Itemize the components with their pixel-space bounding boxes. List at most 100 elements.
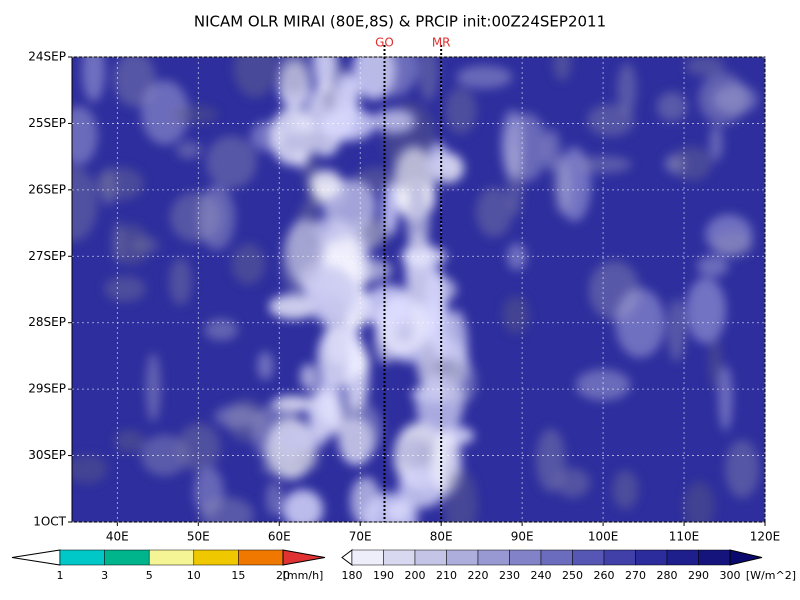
cloud-blob xyxy=(104,276,146,302)
cloud-blob xyxy=(320,107,376,141)
cloud-blob xyxy=(418,57,439,102)
colorbar-box xyxy=(635,549,668,566)
colorbar-box xyxy=(698,549,731,566)
cloud-blob xyxy=(145,352,161,422)
cloud-blob xyxy=(282,489,324,522)
cloud-blob xyxy=(141,434,189,476)
colorbar-box xyxy=(540,549,573,566)
colorbar-label: 280 xyxy=(657,569,678,582)
cloud-blob xyxy=(544,129,561,173)
y-tick-label: 30SEP xyxy=(28,448,66,462)
colorbar-label: 270 xyxy=(625,569,646,582)
cloud-blob xyxy=(615,288,665,358)
cloud-blob xyxy=(697,255,729,277)
colorbar-triangle xyxy=(11,549,61,566)
colorbar-box xyxy=(572,549,605,566)
cloud-blob xyxy=(205,135,257,189)
cloud-blob xyxy=(177,423,221,472)
cloud-blob xyxy=(713,84,758,114)
cloud-blob xyxy=(231,243,266,285)
colorbar-triangle xyxy=(341,549,353,566)
colorbar-label: 20 xyxy=(276,569,290,582)
cloud-blob xyxy=(718,365,733,432)
colorbar-label: 180 xyxy=(342,569,363,582)
colorbar-box xyxy=(414,549,447,566)
cloud-blob xyxy=(204,318,239,341)
cloud-blob xyxy=(130,236,160,255)
colorbar-label: 10 xyxy=(187,569,201,582)
colorbar-label: 240 xyxy=(531,569,552,582)
x-tick-label: 110E xyxy=(669,530,700,544)
colorbar-box xyxy=(351,549,384,566)
cloud-blob xyxy=(575,369,631,401)
cloud-blob xyxy=(312,57,337,93)
colorbar-box xyxy=(477,549,510,566)
cloud-blob xyxy=(366,57,419,97)
x-tick-label: 60E xyxy=(268,530,291,544)
cloud-blob xyxy=(169,257,192,306)
colorbar-label: 220 xyxy=(468,569,489,582)
cloud-blob xyxy=(198,185,235,251)
cloud-blob xyxy=(587,104,635,137)
cloud-blob xyxy=(214,405,259,428)
colorbar-box xyxy=(59,549,105,566)
cloud-blob xyxy=(335,400,383,459)
cloud-blob xyxy=(576,156,632,173)
cloud-blob xyxy=(713,232,753,258)
y-tick-label: 26SEP xyxy=(28,182,66,196)
cloud-blob xyxy=(456,65,513,89)
cloud-blob xyxy=(555,468,591,498)
y-tick-label: 24SEP xyxy=(28,50,66,64)
cloud-blob xyxy=(502,296,529,334)
y-tick-label: 1OCT xyxy=(33,515,66,529)
cloud-blob xyxy=(199,497,254,522)
colorbar-label: 5 xyxy=(146,569,153,582)
colorbar-label: 210 xyxy=(436,569,457,582)
cloud-blob xyxy=(444,87,477,134)
cloud-blob xyxy=(269,294,319,320)
colorbar-label: 200 xyxy=(405,569,426,582)
colorbar-box xyxy=(193,549,239,566)
cloud-blob xyxy=(285,219,324,285)
cloud-blob xyxy=(372,109,415,133)
olr-field xyxy=(72,57,760,522)
marker-label: GO xyxy=(375,36,394,50)
y-tick-label: 27SEP xyxy=(28,249,66,263)
cloud-blob xyxy=(382,183,398,236)
cloud-blob xyxy=(501,109,524,180)
x-tick-label: 90E xyxy=(511,530,534,544)
colorbar-label: 15 xyxy=(231,569,245,582)
colorbar-box xyxy=(446,549,479,566)
colorbar-triangle xyxy=(282,549,326,566)
cloud-blob xyxy=(72,454,108,484)
colorbar-box xyxy=(148,549,195,566)
cloud-blob xyxy=(667,298,686,362)
cloud-blob xyxy=(141,80,189,145)
cloud-blob xyxy=(683,481,715,522)
marker-label: MR xyxy=(432,36,451,50)
chart-title: NICAM OLR MIRAI (80E,8S) & PRCIP init:00… xyxy=(194,13,606,31)
colorbar-box xyxy=(509,549,542,566)
cloud-blob xyxy=(709,124,723,162)
y-tick-label: 25SEP xyxy=(28,116,66,130)
cloud-blob xyxy=(685,277,726,344)
x-tick-label: 100E xyxy=(588,530,619,544)
colorbar-label: 250 xyxy=(562,569,583,582)
cloud-blob xyxy=(363,492,418,522)
cloud-blob xyxy=(428,142,449,179)
cloud-blob xyxy=(443,358,477,406)
cloud-blob xyxy=(72,166,98,242)
cloud-blob xyxy=(425,266,446,339)
cloud-blob xyxy=(283,130,335,154)
colorbar-label: 290 xyxy=(688,569,709,582)
cloud-blob xyxy=(277,57,310,95)
cloud-blob xyxy=(475,187,513,238)
colorbar-label: 3 xyxy=(101,569,108,582)
cloud-blob xyxy=(507,243,527,271)
cloud-blob xyxy=(94,167,144,201)
colorbar-label: 300 xyxy=(720,569,741,582)
colorbar-label: 1 xyxy=(57,569,64,582)
cloud-blob xyxy=(114,429,145,453)
colorbar-label: 260 xyxy=(594,569,615,582)
